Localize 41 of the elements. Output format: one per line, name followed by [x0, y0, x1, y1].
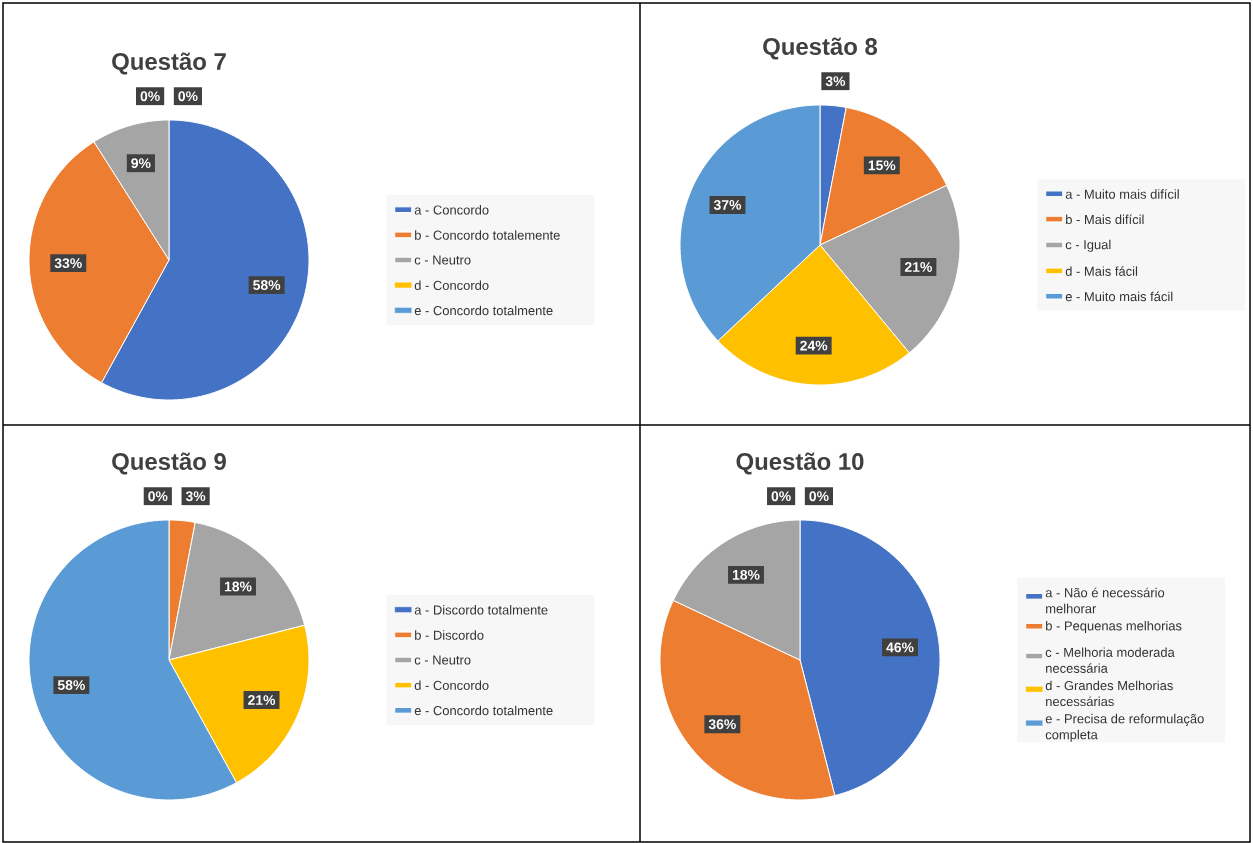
data-label: 15% — [868, 160, 896, 171]
chart-title: Questão 10 — [736, 452, 864, 475]
legend-label: e - Precisa de reformulação completa — [1045, 713, 1204, 742]
legend-label: b - Discordo — [415, 630, 484, 640]
legend-label: b - Concordo totalemente — [415, 230, 560, 240]
legend-label: c - Igual — [1065, 239, 1111, 252]
data-label: 3% — [185, 491, 206, 502]
legend-label: e - Concordo totalmente — [414, 305, 553, 316]
legend-label: e - Muito mais fácil — [1065, 291, 1173, 302]
text: 0% — [771, 491, 791, 502]
legend-label: d - Concordo — [414, 680, 489, 690]
data-label: 58% — [57, 680, 85, 691]
text: 0% — [148, 491, 168, 502]
text: 0% — [178, 91, 198, 102]
data-label: 36% — [708, 719, 736, 730]
data-label: 18% — [224, 581, 252, 592]
data-label: 21% — [904, 262, 932, 272]
data-label: 37% — [713, 200, 742, 210]
legend-label: b - Pequenas melhorias — [1046, 620, 1182, 634]
data-label: 9% — [131, 158, 151, 169]
chart-title: Questão 7 — [112, 52, 226, 75]
legend-label: c - Neutro — [414, 255, 471, 265]
text: 0% — [140, 91, 160, 102]
data-label: 58% — [253, 280, 281, 291]
data-label: 18% — [732, 569, 760, 580]
chart-title: Questão 9 — [112, 452, 226, 475]
chart-title: Questão 8 — [763, 37, 878, 60]
legend-label: a - Concordo — [414, 205, 489, 215]
text: 0% — [809, 491, 829, 502]
legend-label: a - Discordo totalmente — [414, 605, 548, 615]
legend-label: e - Concordo totalmente — [414, 705, 553, 716]
legend-label: d - Concordo — [414, 280, 489, 290]
data-label: 33% — [54, 258, 82, 269]
legend-label: d - Mais fácil — [1065, 266, 1138, 276]
data-label: 21% — [248, 695, 276, 705]
legend-label: c - Neutro — [414, 655, 471, 665]
data-label: 3% — [825, 76, 846, 87]
data-label: 24% — [800, 340, 828, 351]
legend-label: a - Muito mais difícil — [1065, 189, 1179, 199]
data-label: 46% — [886, 642, 914, 653]
legend-label: b - Mais difícil — [1066, 214, 1144, 225]
